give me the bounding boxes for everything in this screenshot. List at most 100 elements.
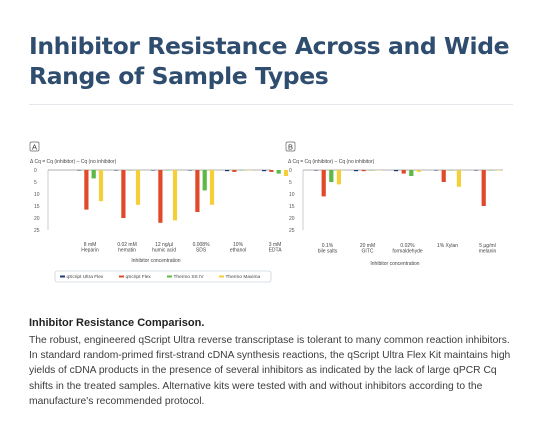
category-label: 0.02%	[400, 243, 415, 249]
bar	[91, 170, 96, 179]
bar	[474, 170, 479, 171]
bar	[376, 170, 381, 171]
chart-panel-b: B Δ Cq = Cq (inhibitor) – Cq (no inhibit…	[285, 141, 503, 267]
panel-a-ylabel: Δ Cq = Cq (inhibitor) – Cq (no inhibitor…	[30, 159, 117, 165]
legend-swatch	[119, 275, 124, 278]
bar	[416, 170, 421, 172]
category-label: GITC	[362, 249, 374, 255]
bar	[239, 170, 244, 171]
category-label: humic acid	[152, 248, 176, 254]
y-tick-label: 15	[289, 204, 295, 210]
category-label: hematin	[118, 248, 136, 254]
category-label: 12 ng/µl	[155, 242, 173, 248]
bar	[195, 170, 200, 212]
bar	[401, 170, 406, 174]
bar	[262, 170, 267, 172]
panel-a-bars	[77, 170, 289, 223]
bar	[329, 170, 334, 182]
bar	[98, 170, 104, 202]
bar	[449, 170, 454, 171]
y-tick-label: 0	[34, 168, 37, 174]
y-tick-label: 0	[289, 168, 292, 174]
bar	[246, 170, 252, 171]
bar	[225, 170, 230, 172]
y-tick-label: 10	[289, 192, 295, 198]
bar	[151, 170, 156, 171]
category-label: bile salts	[318, 249, 338, 255]
panel-b-ylabel: Δ Cq = Cq (inhibitor) – Cq (no inhibitor…	[288, 159, 375, 165]
bar	[409, 170, 414, 176]
legend-label: Thermo Maxima	[226, 274, 261, 280]
bar	[128, 170, 133, 171]
category-label: 0.1%	[322, 243, 334, 249]
category-label: 8 mM	[84, 242, 97, 248]
bar	[441, 170, 446, 182]
panel-a-yticks: 0 5 10 15 20 25	[34, 168, 40, 234]
bar	[158, 170, 163, 223]
figure: A Δ Cq = Cq (inhibitor) – Cq (no inhibit…	[29, 141, 503, 283]
category-label: SDS	[196, 248, 207, 254]
legend-label: qScript Flex	[126, 274, 152, 280]
bar	[188, 170, 193, 171]
bar	[354, 170, 359, 172]
y-tick-label: 10	[34, 192, 40, 198]
panel-a-box	[29, 141, 40, 152]
bar	[321, 170, 326, 197]
bar	[276, 170, 281, 174]
divider	[29, 104, 513, 105]
bar	[202, 170, 207, 191]
y-tick-label: 5	[289, 180, 292, 186]
panel-b-letter: B	[288, 143, 293, 152]
page-title: Inhibitor Resistance Across and Wide Ran…	[29, 32, 510, 90]
bar	[369, 170, 374, 171]
category-label: Heparin	[81, 248, 99, 254]
bar	[314, 170, 319, 171]
category-label: 5 µg/ml	[479, 243, 496, 249]
bar	[135, 170, 141, 205]
bar	[489, 170, 494, 171]
bar	[232, 170, 237, 172]
bar	[165, 170, 170, 171]
bar	[209, 170, 215, 205]
bar	[77, 170, 82, 171]
caption-body: The robust, engineered qScript Ultra rev…	[29, 335, 511, 407]
panel-b-bars	[314, 170, 501, 206]
category-label: 20 mM	[360, 243, 375, 249]
bar	[84, 170, 89, 210]
y-tick-label: 25	[34, 228, 40, 234]
bar	[456, 170, 461, 187]
category-label: 1% Xylan	[437, 243, 458, 249]
bar	[361, 170, 366, 172]
bar	[121, 170, 126, 218]
panel-b-xlabel: Inhibitor concentration	[370, 261, 419, 267]
bar	[114, 170, 119, 171]
panel-b-box	[285, 141, 296, 152]
bar	[283, 170, 289, 176]
bar	[394, 170, 399, 172]
legend-frame	[54, 270, 272, 283]
category-label: 0.02 mM	[117, 242, 136, 248]
legend-swatch	[167, 275, 172, 278]
bar	[481, 170, 486, 206]
y-tick-label: 20	[289, 216, 295, 222]
chart-panel-a: A Δ Cq = Cq (inhibitor) – Cq (no inhibit…	[29, 141, 289, 264]
bar	[496, 170, 501, 171]
y-tick-label: 20	[34, 216, 40, 222]
panel-a-letter: A	[32, 143, 37, 152]
bar	[172, 170, 178, 221]
legend-swatch	[219, 275, 224, 278]
bar	[336, 170, 341, 185]
panel-a-xlabel: Inhibitor concentration	[131, 258, 180, 264]
panel-b-yticks: 0 5 10 15 20 25	[289, 168, 295, 234]
y-tick-label: 5	[34, 180, 37, 186]
chart-legend: qScript Ultra Flex qScript Flex Thermo SS …	[54, 270, 272, 283]
category-label: ethanol	[230, 248, 246, 254]
category-label: formaldehyde	[392, 249, 423, 255]
category-label: melanin	[479, 249, 497, 255]
y-tick-label: 15	[34, 204, 40, 210]
legend-label: qScript Ultra Flex	[67, 274, 104, 280]
category-label: EDTA	[269, 248, 283, 254]
legend-swatch	[60, 275, 65, 278]
